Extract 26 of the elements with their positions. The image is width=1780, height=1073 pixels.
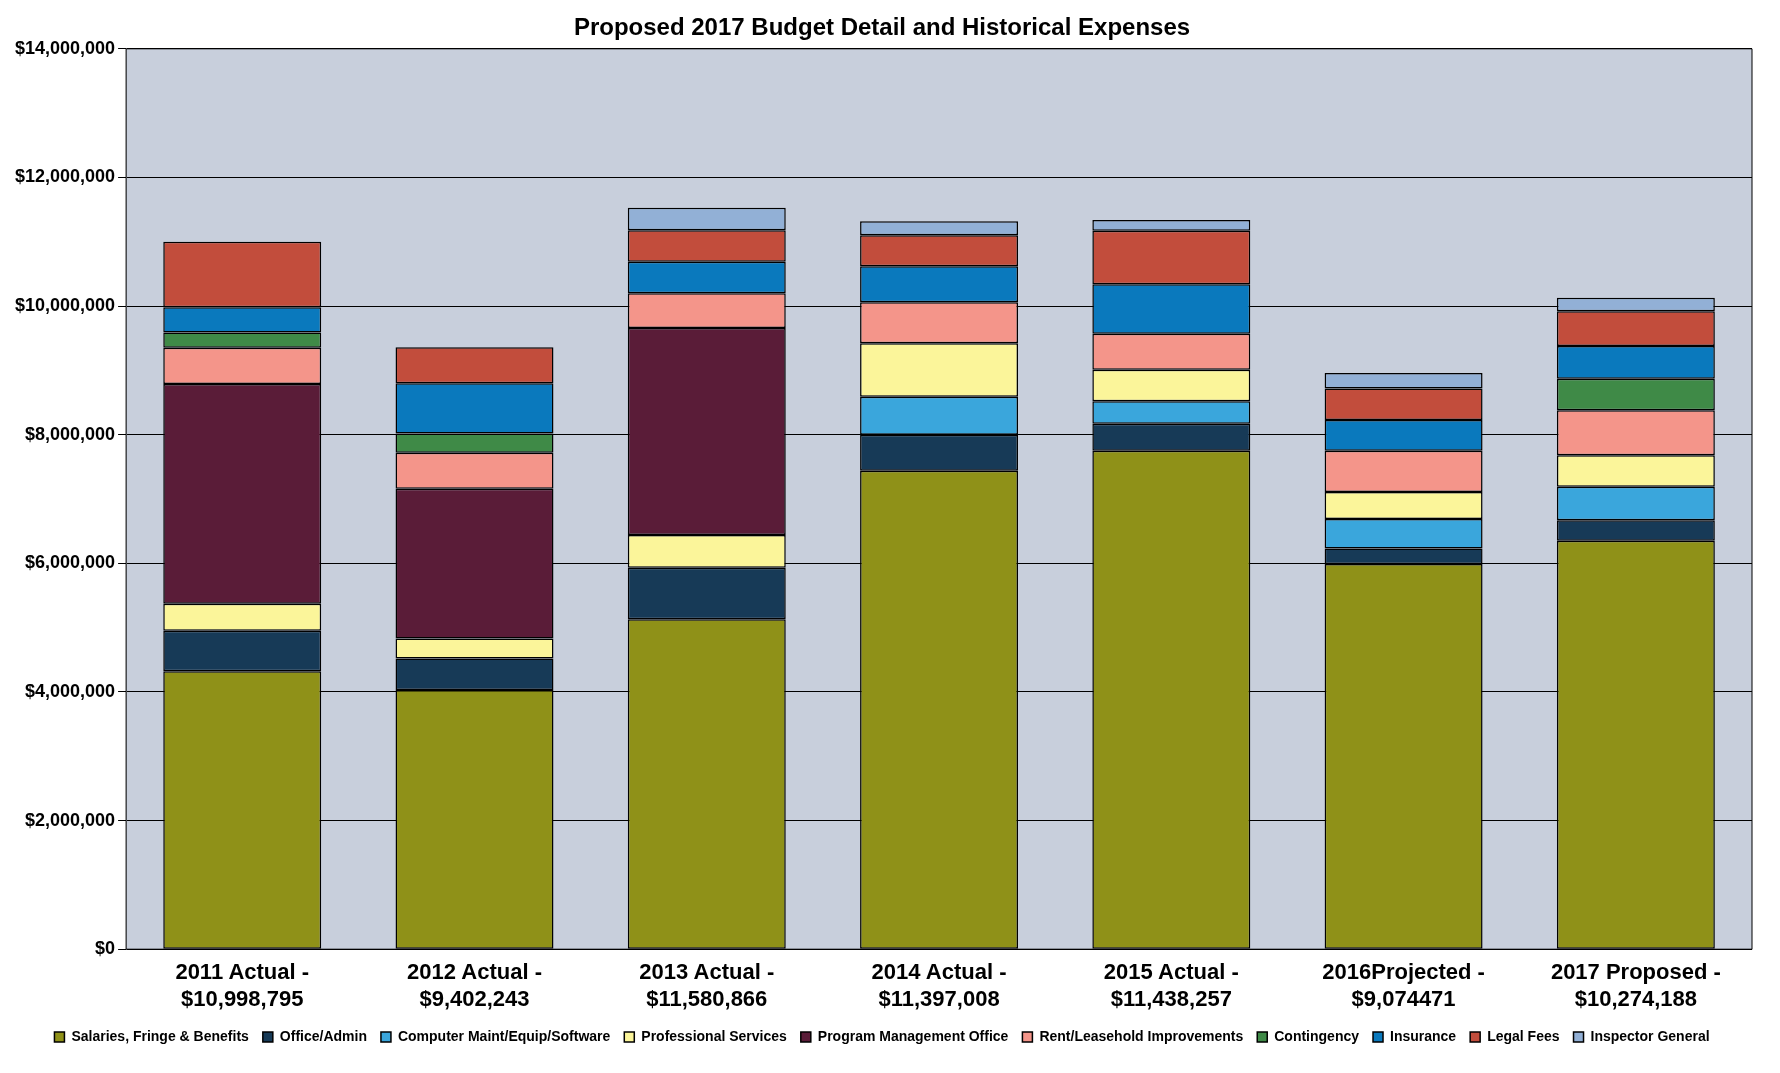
legend-label: Professional Services (641, 1027, 788, 1044)
legend-label: Inspector General (1590, 1027, 1710, 1044)
x-tick-label: 2013 Actual - $11,580,866 (639, 959, 775, 1011)
legend-label: Computer Maint/Equip/Software (397, 1027, 611, 1044)
x-tick-label: 2016Projected - $9,074471 (1322, 959, 1485, 1011)
y-tick-label: $4,000,000 (25, 680, 116, 701)
x-tick-label: 2012 Actual - $9,402,243 (407, 959, 542, 1011)
legend-label: Contingency (1274, 1027, 1360, 1044)
x-tick-label: 2014 Actual - $11,397,008 (871, 959, 1007, 1011)
y-tick-label: $6,000,000 (25, 552, 116, 573)
legend-label: Office/Admin (279, 1027, 367, 1044)
legend-label: Legal Fees (1487, 1027, 1560, 1044)
legend-label: Salaries, Fringe & Benefits (71, 1027, 250, 1044)
y-tick-label: $14,000,000 (14, 37, 116, 58)
x-tick-label: 2015 Actual - $11,438,257 (1103, 959, 1239, 1011)
legend-label: Insurance (1390, 1027, 1457, 1044)
y-tick-label: $0 (95, 938, 116, 959)
y-tick-label: $2,000,000 (25, 809, 116, 830)
legend-label: Program Management Office (817, 1027, 1009, 1044)
x-tick-label: 2011 Actual - $10,998,795 (175, 959, 310, 1011)
chart-title: Proposed 2017 Budget Detail and Historical Expenses (573, 13, 1191, 41)
x-tick-label: 2017 Proposed - $10,274,188 (1550, 959, 1721, 1011)
legend-label: Rent/Leasehold Improvements (1039, 1027, 1244, 1044)
y-tick-label: $10,000,000 (14, 295, 116, 316)
y-tick-label: $12,000,000 (14, 166, 116, 187)
y-tick-label: $8,000,000 (25, 423, 116, 444)
